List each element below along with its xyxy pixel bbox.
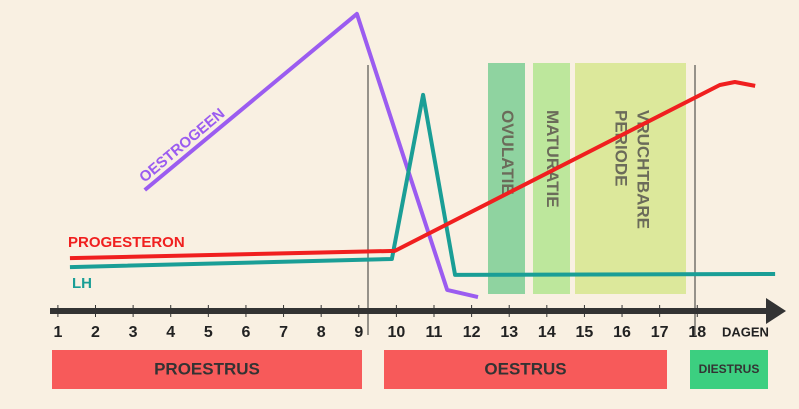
phase-band	[488, 63, 525, 294]
phase-box	[690, 350, 768, 389]
phase-box	[384, 350, 667, 389]
series-label: OESTROGEEN	[136, 105, 228, 186]
phase-box	[52, 350, 362, 389]
x-tick-label: 2	[91, 324, 100, 341]
x-tick-label: 18	[688, 324, 706, 341]
x-tick-label: 9	[354, 324, 363, 341]
x-tick-label: 1	[53, 324, 62, 341]
x-tick-label: 5	[204, 324, 213, 341]
axis-arrow	[766, 298, 786, 324]
x-tick-label: 10	[387, 324, 405, 341]
x-tick-label: 8	[317, 324, 326, 341]
phase-band	[575, 63, 686, 294]
series-line	[69, 92, 776, 277]
phase-label: PROESTRUS	[154, 359, 260, 378]
x-tick-label: 4	[166, 324, 175, 341]
x-tick-label: 12	[463, 324, 481, 341]
series-line	[69, 80, 756, 261]
series-label: LH	[72, 275, 92, 292]
series-line	[143, 11, 479, 300]
phase-label: DIESTRUS	[699, 362, 760, 376]
x-axis-label: DAGEN	[722, 324, 769, 339]
band-label: MATURATIE	[543, 110, 562, 208]
band-label: VRUCHTBAREPERIODE	[611, 110, 652, 229]
x-tick-label: 16	[613, 324, 631, 341]
x-tick-label: 17	[651, 324, 669, 341]
x-tick-label: 14	[538, 324, 556, 341]
band-label: OVULATIE	[498, 110, 517, 195]
x-tick-label: 7	[279, 324, 288, 341]
x-tick-label: 11	[426, 324, 443, 341]
x-tick-label: 3	[129, 324, 138, 341]
series-label: PROGESTERON	[68, 234, 185, 251]
phase-label: OESTRUS	[484, 359, 566, 378]
x-tick-label: 15	[576, 324, 594, 341]
x-tick-label: 13	[500, 324, 518, 341]
x-tick-label: 6	[241, 324, 250, 341]
